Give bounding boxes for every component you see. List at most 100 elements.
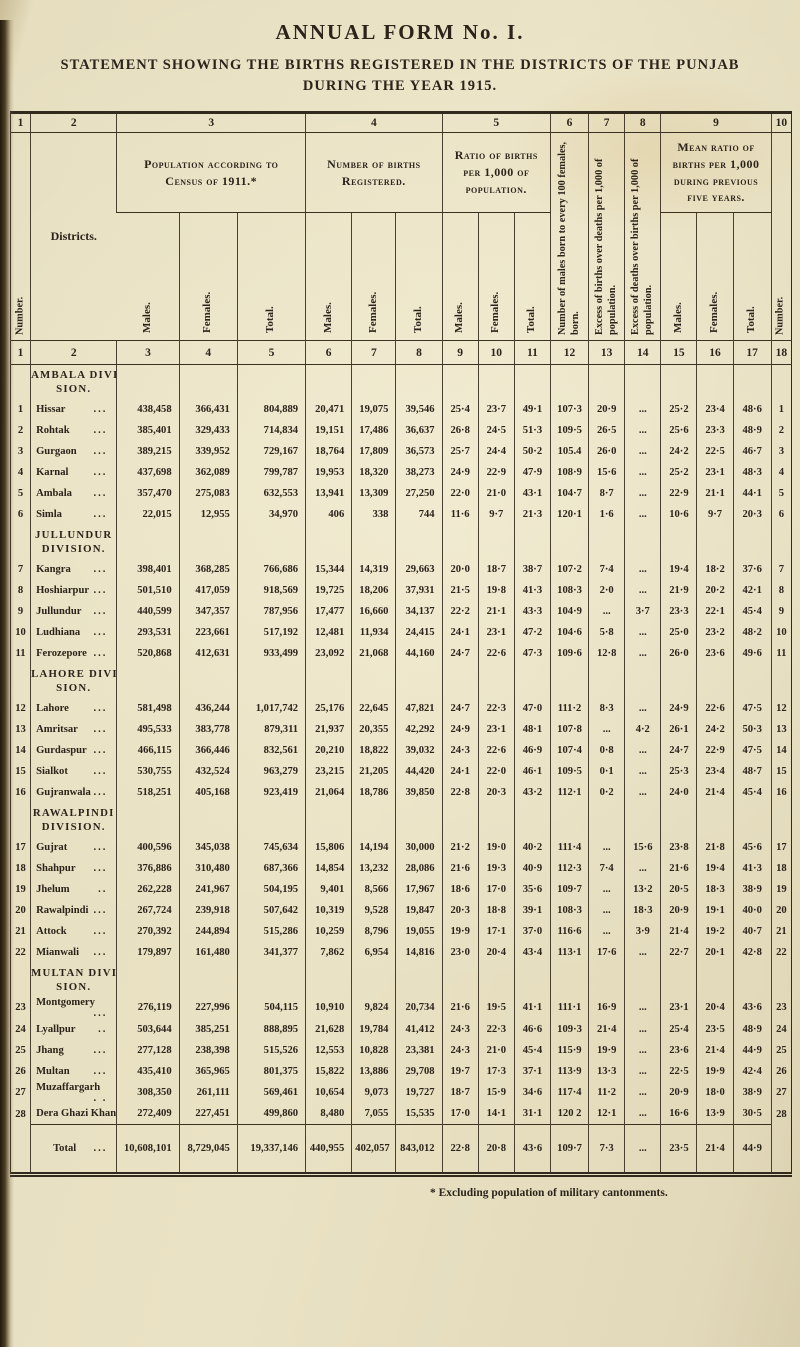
column-number: 15 — [660, 340, 697, 366]
table-cell: 569,461 — [236, 1081, 306, 1104]
table-cell: ... — [624, 579, 661, 601]
table-cell: ... — [624, 1124, 661, 1175]
division-name: MULTAN DIVI- SION. — [30, 962, 117, 997]
column-number: 10 — [477, 340, 515, 366]
table-cell: 515,286 — [236, 920, 306, 942]
table-cell: 23·7 — [477, 398, 515, 420]
table-cell: 19·0 — [477, 836, 515, 858]
table-cell: 109·5 — [549, 760, 589, 782]
table-cell: 20,355 — [351, 718, 396, 740]
scanned-page: { "page": { "title": "ANNUAL FORM No. I.… — [0, 20, 800, 1347]
table-cell — [305, 802, 352, 837]
table-cell: 161,480 — [178, 941, 238, 963]
dot-leader: . . — [93, 1092, 108, 1104]
table-cell: 109·3 — [549, 1018, 589, 1040]
table-cell: 49·6 — [732, 642, 772, 664]
table-cell: ... — [624, 398, 661, 420]
table-cell: ... — [588, 718, 625, 740]
group-number-row: 1 2 3 4 5 6 7 8 9 10 — [10, 112, 792, 134]
district-name: Attock... — [30, 920, 117, 942]
table-cell: 17·3 — [477, 1060, 515, 1082]
table-cell: 107·3 — [549, 398, 589, 420]
table-cell: 117·4 — [549, 1081, 589, 1104]
table-cell — [660, 802, 697, 837]
row-number — [770, 663, 792, 698]
table-cell: 26·8 — [441, 419, 479, 441]
footnote: * Excluding population of military canto… — [430, 1187, 668, 1200]
table-cell: 20·9 — [588, 398, 625, 420]
table-cell: 23·5 — [696, 1018, 734, 1040]
district-row: 8 Hoshiarpur... 501,510 417,059 918,569 19,72… — [11, 579, 792, 601]
district-row: 1 Hissar... 438,458 366,431 804,889 20,471 19,… — [11, 398, 792, 420]
table-cell: 111·1 — [549, 996, 589, 1019]
table-cell: 277,128 — [116, 1039, 180, 1061]
district-row: 24 Lyallpur.. 503,644 385,251 888,895 21,628 1… — [11, 1018, 792, 1040]
table-cell: 440,599 — [116, 600, 180, 622]
table-cell: 20·8 — [477, 1124, 515, 1175]
table-cell: 23·4 — [696, 398, 734, 420]
table-cell: 7·4 — [588, 857, 625, 879]
table-cell — [305, 524, 352, 559]
table-cell: 13,309 — [351, 482, 396, 504]
table-cell: 21·0 — [477, 1039, 515, 1061]
table-cell: 47·2 — [513, 621, 551, 643]
table-cell: 744 — [395, 503, 443, 525]
column-number: 11 — [513, 340, 551, 366]
births-statement-table: 1 2 3 4 5 6 7 8 9 10 Number. Districts. … — [10, 111, 792, 1178]
table-cell: 18·0 — [696, 1081, 734, 1104]
table-cell: 9,824 — [351, 996, 396, 1019]
table-cell — [588, 663, 625, 698]
table-cell: 15,806 — [305, 836, 352, 858]
table-cell: 440,955 — [305, 1124, 352, 1175]
table-cell: 38·7 — [513, 558, 551, 580]
table-cell — [477, 802, 515, 837]
column-number: 9 — [441, 340, 479, 366]
table-cell: 8,796 — [351, 920, 396, 942]
table-cell — [236, 364, 306, 399]
table-cell: 18·8 — [477, 899, 515, 921]
table-cell: 10,259 — [305, 920, 352, 942]
table-cell — [513, 364, 551, 399]
table-cell: 23,215 — [305, 760, 352, 782]
total-label: Total... — [30, 1124, 117, 1175]
table-cell: 22·0 — [441, 482, 479, 504]
table-cell: 15·6 — [588, 461, 625, 483]
table-cell: 40·7 — [732, 920, 772, 942]
table-cell: 18·2 — [696, 558, 734, 580]
table-cell: 22·6 — [696, 697, 734, 719]
col-header-births-registered: Number of births Registered. — [305, 132, 443, 214]
district-name: Jhelum.. — [30, 878, 117, 900]
column-number: 12 — [549, 340, 589, 366]
district-row: 3 Gurgaon... 389,215 339,952 729,167 18,764 17… — [11, 440, 792, 462]
table-cell: 107·4 — [549, 739, 589, 761]
table-cell — [441, 364, 479, 399]
district-name: Gurgaon... — [30, 440, 117, 462]
table-cell: ... — [624, 461, 661, 483]
row-number: 21 — [770, 920, 792, 942]
table-cell: 18,764 — [305, 440, 352, 462]
row-number: 13 — [770, 718, 792, 740]
table-cell: 19·9 — [441, 920, 479, 942]
table-cell: 107·2 — [549, 558, 589, 580]
table-cell — [477, 663, 515, 698]
table-cell: 19·4 — [660, 558, 697, 580]
table-cell: 24·9 — [441, 461, 479, 483]
table-cell: 47·5 — [732, 739, 772, 761]
table-cell: 12,553 — [305, 1039, 352, 1061]
table-cell: 19·9 — [588, 1039, 625, 1061]
table-cell — [477, 364, 515, 399]
table-cell: 20·5 — [660, 878, 697, 900]
row-number: 12 — [770, 697, 792, 719]
row-number: 23 — [770, 996, 792, 1019]
district-name: Hoshiarpur... — [30, 579, 117, 601]
table-cell: 23·8 — [660, 836, 697, 858]
table-cell: 48·7 — [732, 760, 772, 782]
table-cell: 38,273 — [395, 461, 443, 483]
table-cell — [395, 364, 443, 399]
table-cell: 963,279 — [236, 760, 306, 782]
page-subtitle: STATEMENT SHOWING THE BIRTHS REGISTERED … — [0, 55, 800, 97]
table-cell: 5·8 — [588, 621, 625, 643]
table-cell: 879,311 — [236, 718, 306, 740]
table-cell — [549, 962, 589, 997]
row-number: 5 — [17, 487, 24, 499]
